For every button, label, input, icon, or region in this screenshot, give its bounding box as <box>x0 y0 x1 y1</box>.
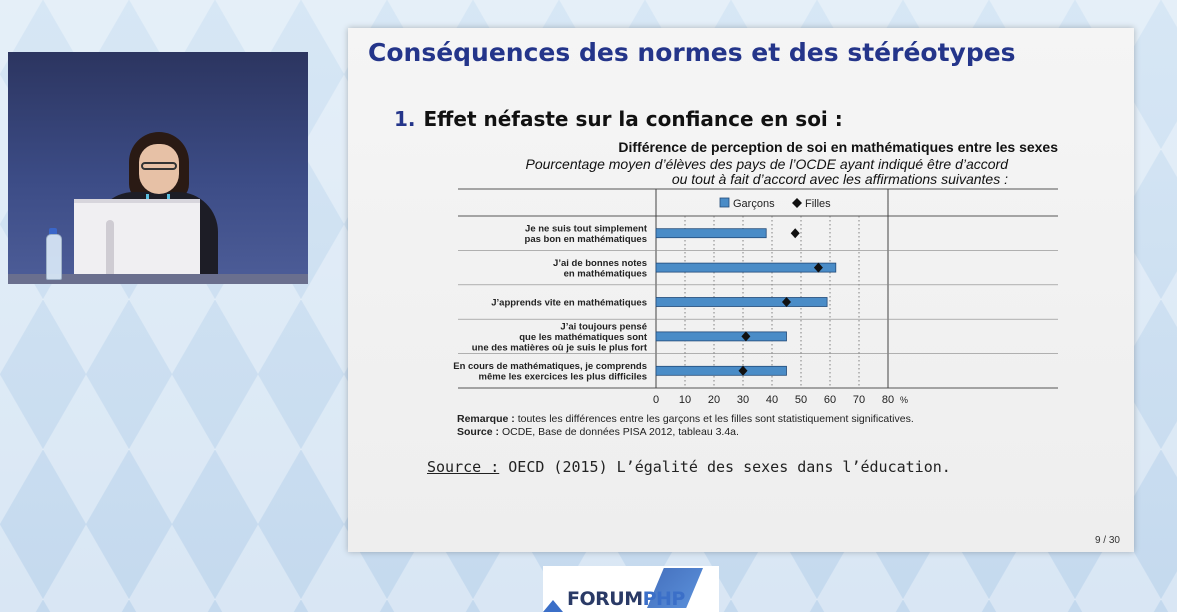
chart-notes: Remarque : toutes les différences entre … <box>457 413 914 439</box>
chart-subtitle: Pourcentage moyen d’élèves des pays de l… <box>458 157 1008 187</box>
slide-source-label: Source : <box>427 458 500 476</box>
tick-label-70: 70 <box>853 394 865 406</box>
legend-swatch-1 <box>792 198 802 208</box>
bar-chart: Garçons Filles Je ne suis tout simplementp… <box>453 188 1058 406</box>
chart-subtitle-line2: ou tout à fait d’accord avec les affirma… <box>671 171 1008 187</box>
bar-2 <box>655 297 828 307</box>
category-label-3-1: que les mathématiques sont <box>519 332 648 343</box>
bar-4 <box>655 365 787 376</box>
point-4 <box>738 365 748 376</box>
slide-source-text: OECD (2015) L’égalité des sexes dans l’é… <box>508 458 951 476</box>
tick-label-40: 40 <box>766 394 778 406</box>
category-label-2-0: J’apprends vite en mathématiques <box>491 298 647 309</box>
slide-source: Source : OECD (2015) L’égalité des sexes… <box>427 458 951 476</box>
bar-1 <box>655 262 837 273</box>
remark-label: Remarque : <box>457 413 515 425</box>
tick-label-30: 30 <box>737 394 749 406</box>
category-label-3-2: une des matières où je suis le plus fort <box>472 342 648 353</box>
category-label-0-0: Je ne suis tout simplement <box>525 223 648 234</box>
tick-label-60: 60 <box>824 394 836 406</box>
point-text: Effet néfaste sur la confiance en soi : <box>423 107 843 131</box>
legend-label-1: Filles <box>805 198 831 210</box>
logo-text: FORUMPHP <box>567 588 685 610</box>
speaker-glasses <box>141 162 177 170</box>
category-label-3-0: J’ai toujours pensé <box>560 321 647 332</box>
logo-triangle-icon <box>543 600 563 612</box>
water-bottle-cap <box>49 228 57 236</box>
water-bottle <box>46 234 62 280</box>
bar-3 <box>655 331 787 342</box>
tick-label-80: 80 <box>882 394 894 406</box>
podium <box>74 199 200 284</box>
stage-edge <box>8 274 308 284</box>
bar-0 <box>655 228 767 239</box>
tick-label-20: 20 <box>708 394 720 406</box>
page-number: 9 / 30 <box>1094 535 1120 546</box>
remark-text: toutes les différences entre les garçons… <box>517 413 914 425</box>
point-1 <box>813 262 823 273</box>
legend-label-0: Garçons <box>733 198 775 210</box>
tick-label-0: 0 <box>653 394 659 406</box>
forum-php-logo: FORUMPHP <box>543 566 719 612</box>
chart-subtitle-line1: Pourcentage moyen d’élèves des pays de l… <box>525 156 1008 172</box>
presentation-slide: Conséquences des normes et des stéréotyp… <box>348 28 1134 552</box>
category-label-4-0: En cours de mathématiques, je comprends <box>453 361 647 372</box>
category-label-1-1: en mathématiques <box>564 268 647 279</box>
chart-source-label: Source : <box>457 426 500 438</box>
podium-slot <box>106 220 114 280</box>
chart-source-text: OCDE, Base de données PISA 2012, tableau… <box>501 426 739 438</box>
slide-point: 1. Effet néfaste sur la confiance en soi … <box>394 107 843 131</box>
speaker-video <box>8 52 308 284</box>
point-number: 1. <box>394 107 416 131</box>
tick-label-10: 10 <box>679 394 691 406</box>
tick-label-50: 50 <box>795 394 807 406</box>
point-2 <box>782 297 791 307</box>
category-label-0-1: pas bon en mathématiques <box>525 234 647 245</box>
category-label-4-1: même les exercices les plus difficiles <box>479 372 647 383</box>
legend-swatch-0 <box>719 197 730 208</box>
logo-forum: FORUM <box>567 588 643 610</box>
point-0 <box>790 228 800 239</box>
point-3 <box>741 331 751 342</box>
axis-unit: % <box>900 395 908 405</box>
category-label-1-0: J’ai de bonnes notes <box>553 258 647 269</box>
slide-title: Conséquences des normes et des stéréotyp… <box>368 38 1016 67</box>
chart-title: Différence de perception de soi en mathé… <box>618 139 1058 155</box>
logo-php: PHP <box>642 588 686 610</box>
